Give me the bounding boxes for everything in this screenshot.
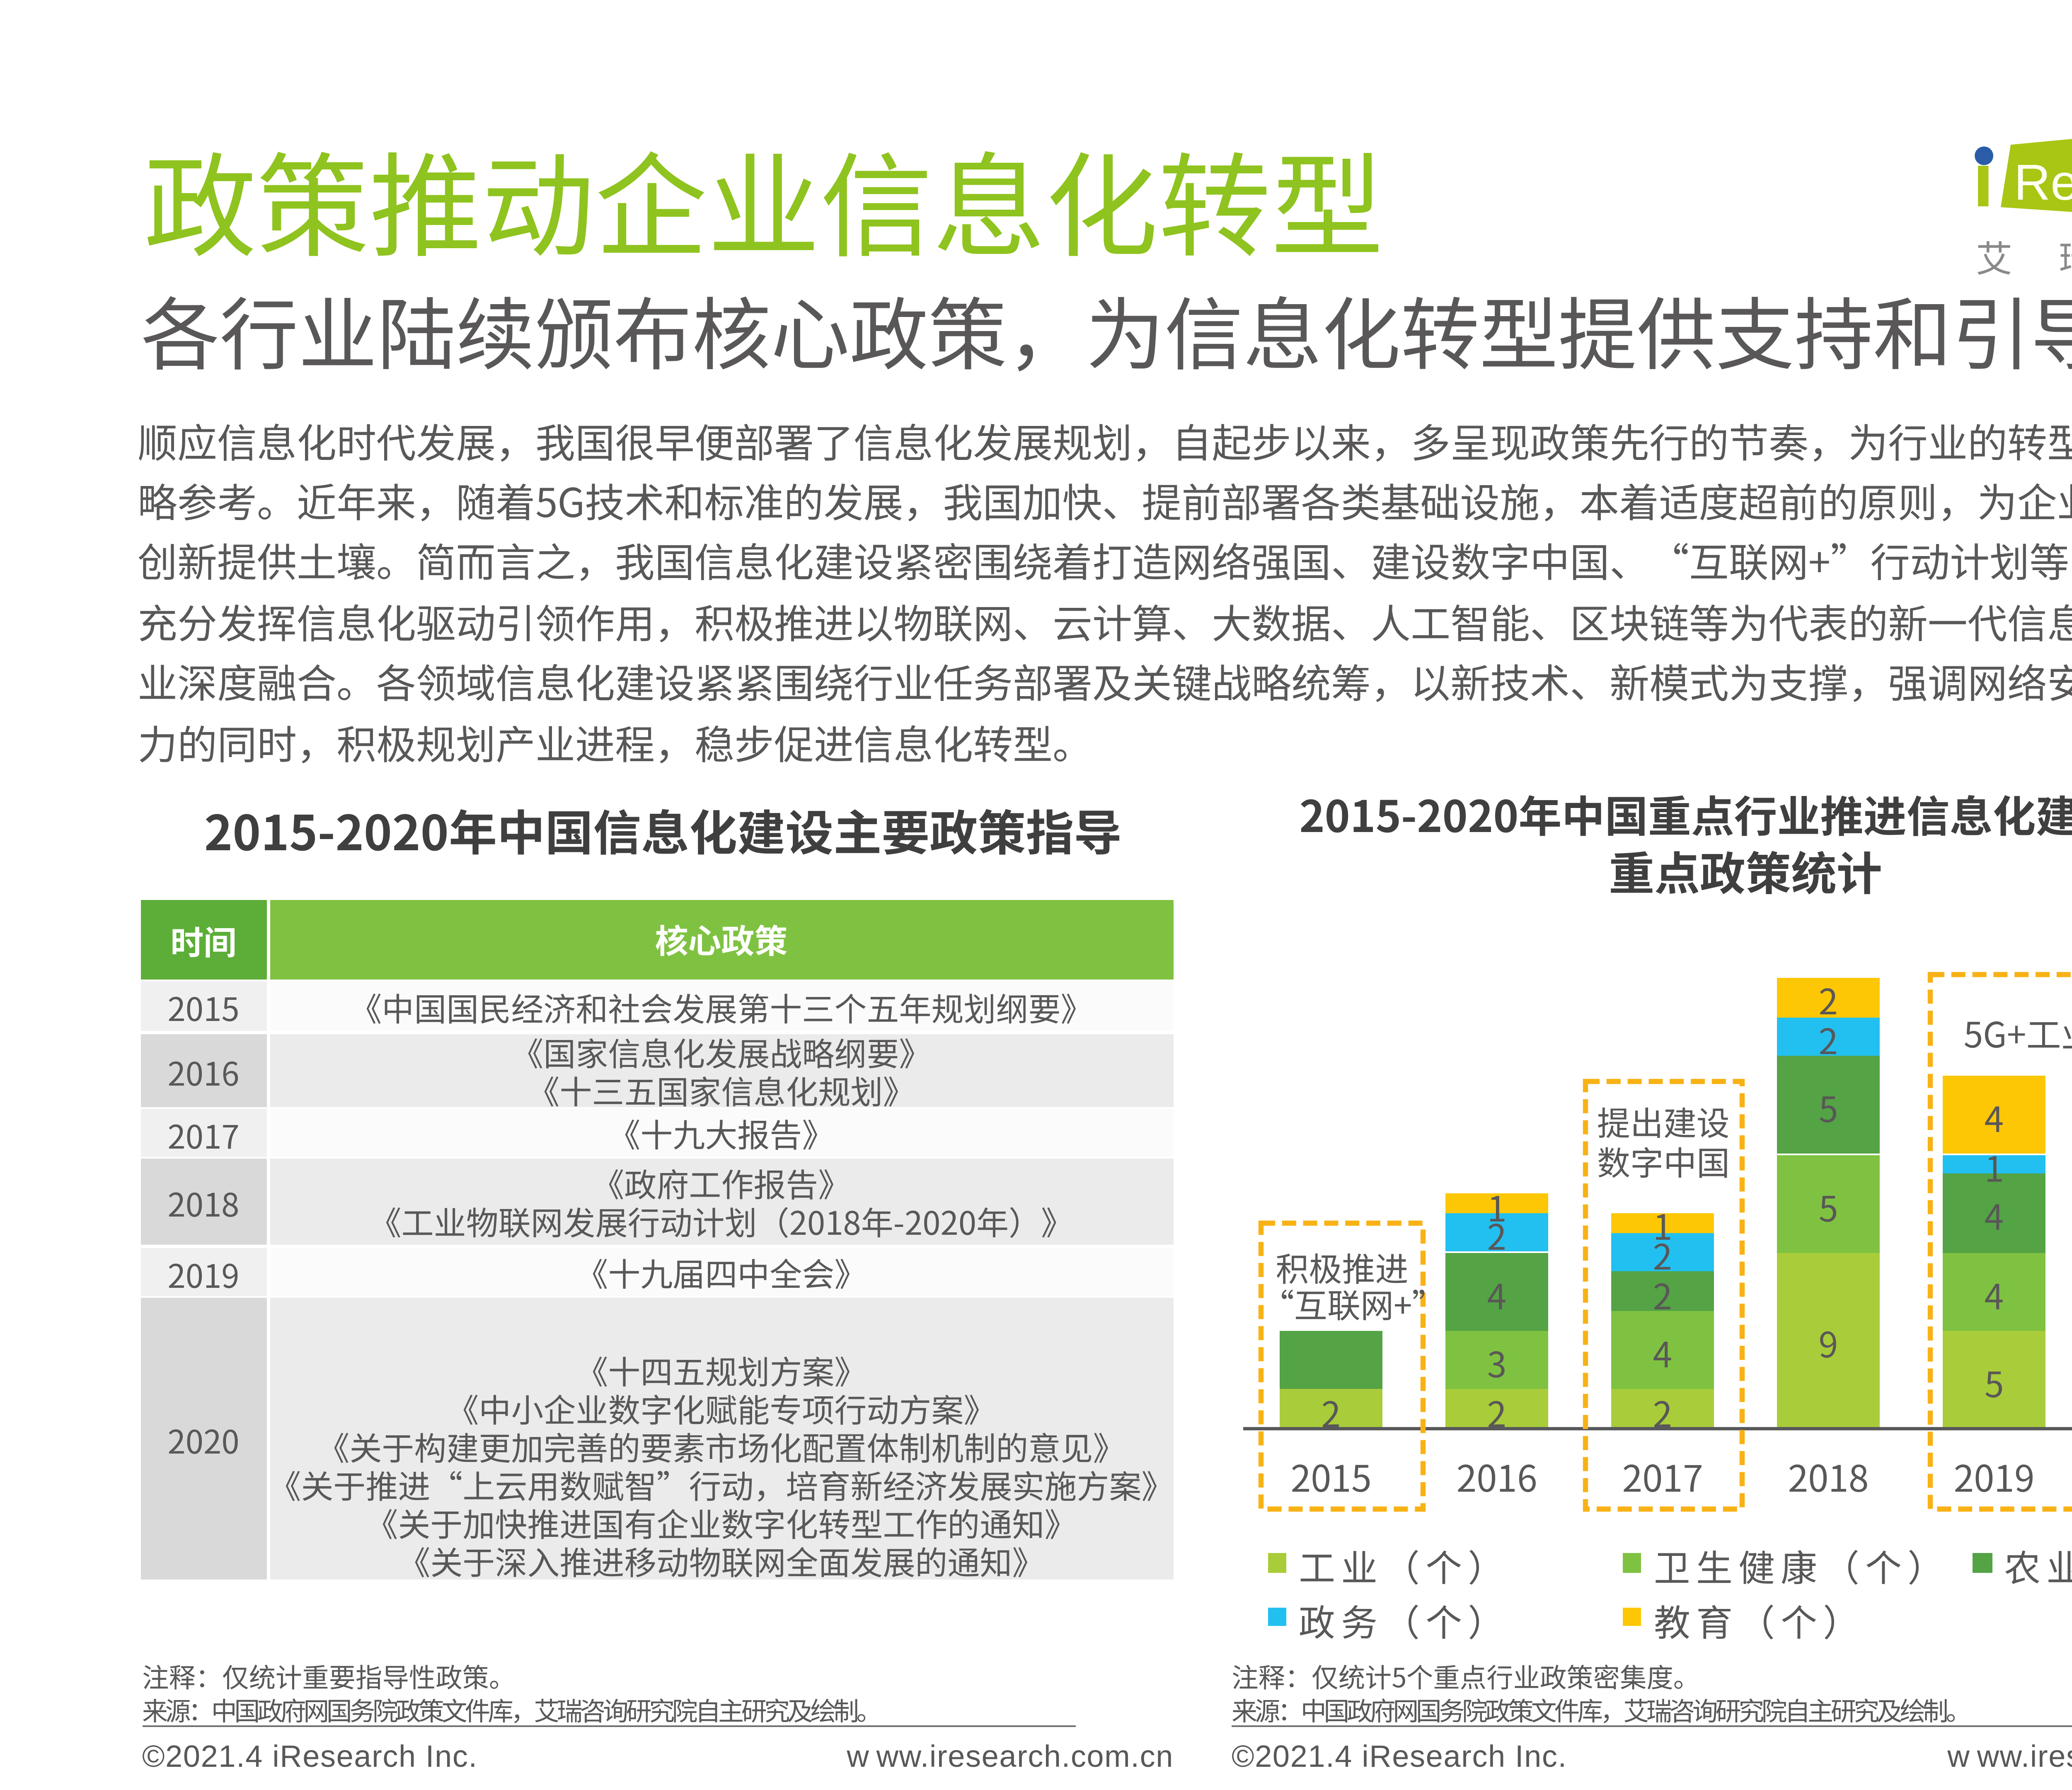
svg-text:Research: Research <box>2014 154 2072 210</box>
